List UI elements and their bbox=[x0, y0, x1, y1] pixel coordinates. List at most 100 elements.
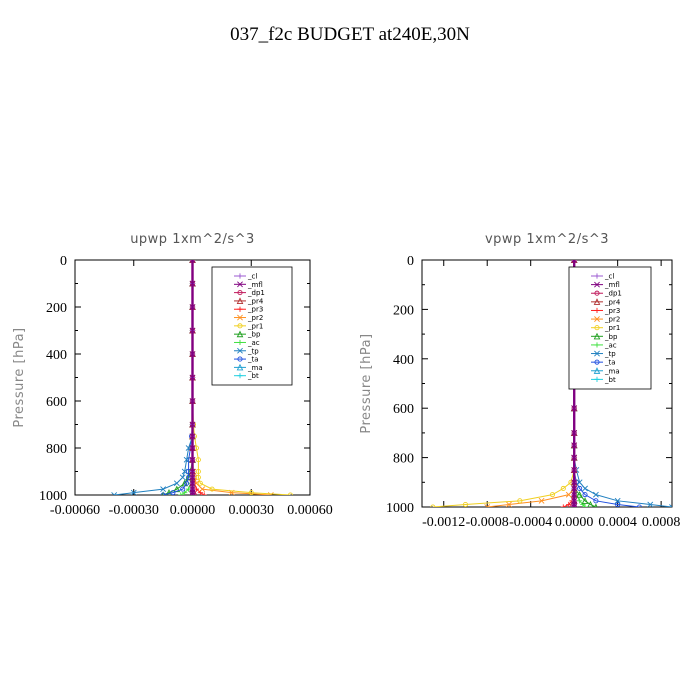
series-marker-tp bbox=[181, 468, 188, 475]
series-marker-tp bbox=[179, 474, 186, 481]
legend-label: _bt bbox=[604, 376, 616, 384]
legend-label: _ac bbox=[247, 339, 260, 347]
legend-marker bbox=[237, 281, 243, 288]
y-tick-label: 800 bbox=[393, 452, 414, 467]
series-marker-mfl bbox=[571, 442, 578, 449]
series-marker-pr3 bbox=[560, 504, 566, 507]
y-tick-label: 1000 bbox=[39, 489, 67, 504]
series-marker-tp bbox=[130, 489, 137, 495]
series-marker-tp bbox=[614, 497, 621, 504]
legend-box bbox=[211, 266, 293, 386]
legend-label: _bp bbox=[604, 333, 618, 341]
series-marker-pr1 bbox=[197, 480, 203, 486]
legend-label: _pr4 bbox=[247, 297, 264, 305]
x-tick-label: -0.0008 bbox=[466, 515, 509, 530]
legend-marker bbox=[594, 281, 600, 288]
legend-marker bbox=[594, 316, 600, 322]
series-marker-mfl bbox=[189, 327, 196, 334]
legend-marker bbox=[594, 307, 600, 314]
series-marker-pr2 bbox=[484, 504, 491, 507]
series-marker-bp bbox=[166, 489, 172, 495]
y-tick-label: 0 bbox=[407, 254, 414, 269]
series-marker-pr3 bbox=[566, 501, 572, 507]
legend-marker bbox=[594, 350, 600, 357]
series-marker-ac bbox=[178, 492, 184, 495]
legend-label: _bt bbox=[247, 372, 259, 380]
y-tick-label: 200 bbox=[393, 303, 414, 318]
series-line-pr2 bbox=[487, 260, 575, 507]
x-tick-label: -0.0012 bbox=[422, 515, 465, 530]
series-marker-pr1 bbox=[560, 485, 566, 492]
legend-box bbox=[568, 266, 652, 390]
series-marker-mfl bbox=[571, 467, 578, 473]
panel-title: vpwp 1xm^2/s^3 bbox=[485, 232, 609, 247]
series-marker-ac bbox=[582, 504, 588, 507]
series-marker-mfl bbox=[189, 280, 196, 287]
series-marker-mfl bbox=[189, 445, 196, 451]
legend-label: _pr2 bbox=[247, 314, 263, 322]
legend-label: _tp bbox=[247, 347, 259, 355]
chart-panel-1: upwp 1xm^2/s^3 Pressure [hPa] 0 200 400 600 80… bbox=[12, 232, 333, 518]
legend-label: _tp bbox=[604, 350, 616, 358]
series-marker-tp bbox=[576, 479, 583, 486]
series-marker-mfl bbox=[189, 456, 196, 463]
series-marker-ta bbox=[170, 490, 176, 495]
series-marker-bp bbox=[581, 497, 589, 504]
series-marker-mfl bbox=[189, 468, 196, 475]
series-marker-ta bbox=[184, 480, 190, 486]
series-marker-mfl bbox=[571, 501, 578, 507]
series-marker-mfl bbox=[189, 480, 196, 487]
legend-label: _cl bbox=[604, 273, 614, 281]
series-marker-bp bbox=[587, 500, 594, 507]
series-marker-mfl bbox=[189, 474, 196, 481]
series-marker-mfl bbox=[189, 260, 196, 263]
legend-marker bbox=[593, 367, 601, 374]
legend: _cl_mfl_dp1_pr4_pr3_pr2_pr1_bp_ac_tp_ta_… bbox=[211, 266, 293, 386]
legend-marker bbox=[594, 290, 600, 296]
legend-marker bbox=[237, 314, 243, 321]
x-tick-label: 0.0000 bbox=[555, 515, 594, 530]
y-tick-label: 600 bbox=[46, 395, 67, 410]
series-marker-pr1 bbox=[549, 492, 555, 498]
y-tick-label: 0 bbox=[60, 254, 67, 269]
series-marker-pr1 bbox=[195, 474, 201, 480]
series-marker-mfl bbox=[189, 433, 196, 440]
series-marker-ta bbox=[593, 498, 599, 504]
x-tick-label: 0.00030 bbox=[229, 503, 275, 518]
legend-marker bbox=[593, 298, 601, 305]
legend-label: _pr2 bbox=[604, 316, 620, 324]
series-marker-tp bbox=[173, 480, 180, 487]
chart-panel-2: vpwp 1xm^2/s^3 Pressure [hPa] 0 200 400 600 80… bbox=[359, 232, 680, 530]
series-marker-mfl bbox=[571, 260, 578, 263]
y-tick-label: 800 bbox=[46, 442, 67, 457]
legend-marker bbox=[594, 325, 600, 331]
y-tick-label: 1000 bbox=[386, 501, 414, 516]
legend-label: _pr1 bbox=[604, 324, 620, 332]
series-marker-tp bbox=[582, 485, 588, 492]
series-marker-mfl bbox=[571, 454, 578, 461]
legend-label: _cl bbox=[247, 273, 257, 281]
series-marker-tp bbox=[111, 492, 118, 495]
x-tick-label: 0.00000 bbox=[170, 503, 216, 518]
legend-label: _ma bbox=[604, 367, 620, 375]
series-marker-pr2 bbox=[506, 501, 512, 507]
series-marker-mfl bbox=[189, 489, 196, 495]
series-marker-pr2 bbox=[565, 491, 572, 498]
legend: _cl_mfl_dp1_pr4_pr3_pr2_pr1_bp_ac_tp_ta_… bbox=[568, 266, 652, 390]
legend-marker bbox=[237, 290, 243, 296]
series-marker-pr1 bbox=[462, 501, 469, 507]
legend-marker bbox=[237, 323, 243, 329]
series-marker-mfl bbox=[571, 429, 578, 436]
series-marker-pr1 bbox=[430, 504, 436, 507]
series-marker-mfl bbox=[571, 504, 578, 507]
legend-label: _bp bbox=[247, 331, 261, 339]
legend-marker bbox=[593, 332, 601, 340]
series-line-pr1 bbox=[432, 260, 575, 507]
x-tick-label: 0.00060 bbox=[287, 503, 333, 518]
series-marker-tp bbox=[669, 504, 672, 507]
series-marker-ta bbox=[615, 501, 621, 507]
series-marker-mfl bbox=[189, 374, 196, 381]
x-tick-label: 0.0004 bbox=[598, 515, 637, 530]
series-line-tp bbox=[114, 260, 193, 495]
legend-marker bbox=[594, 342, 600, 348]
